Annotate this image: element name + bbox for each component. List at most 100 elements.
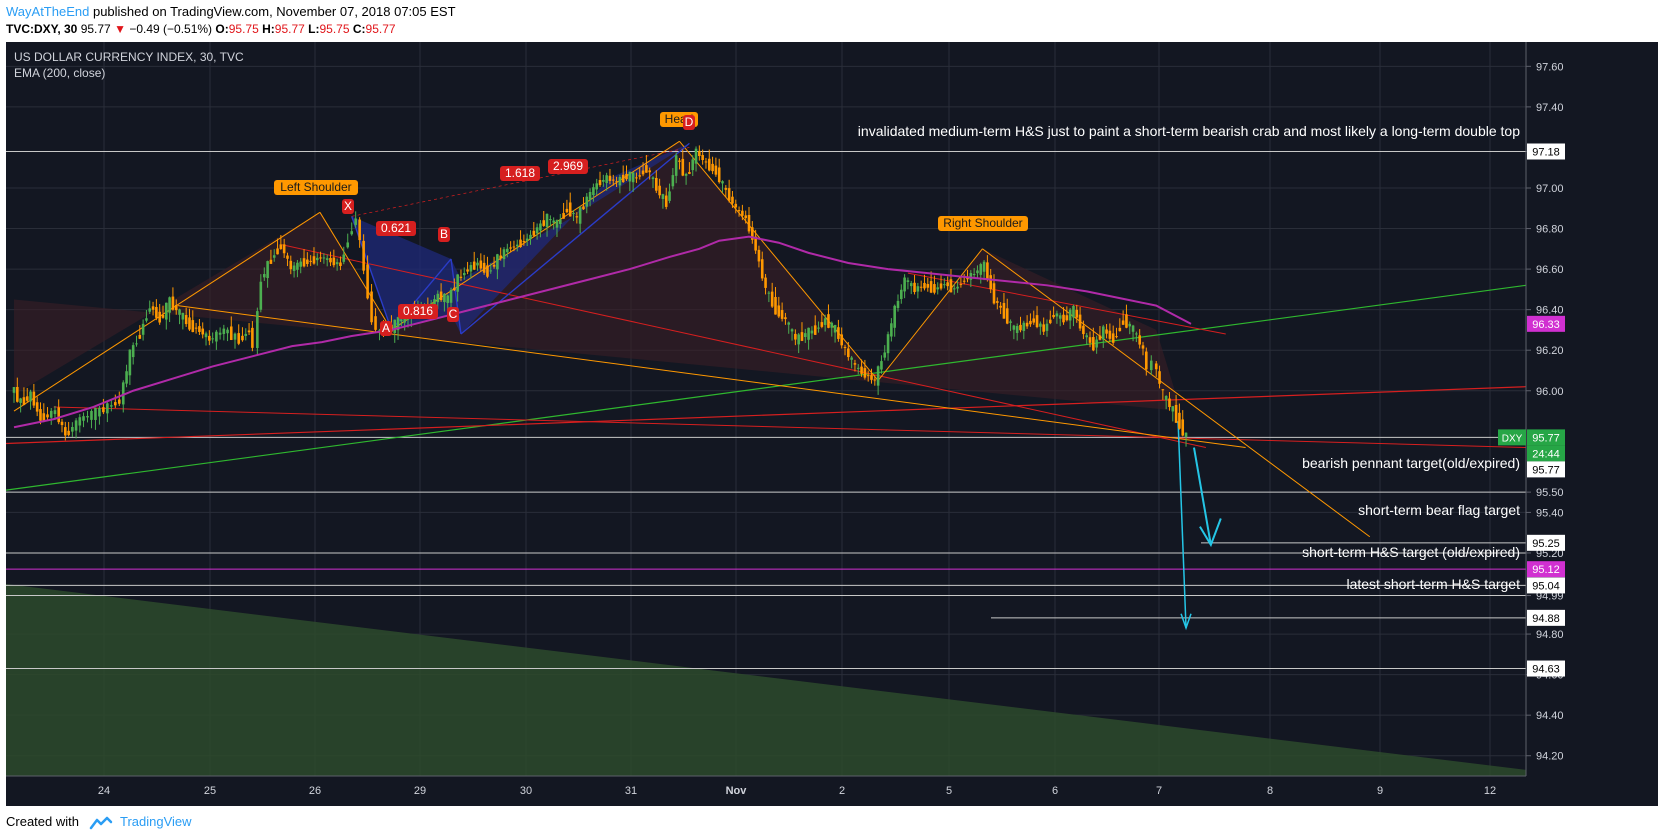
- candle-body: [555, 220, 559, 228]
- candle-body: [648, 170, 651, 173]
- candle-body: [751, 227, 754, 240]
- candle-body: [933, 284, 936, 293]
- candle-body: [222, 328, 226, 335]
- candle-body: [608, 175, 612, 181]
- candle-body: [671, 175, 675, 187]
- candle-body: [226, 329, 229, 334]
- candle-body: [830, 322, 834, 328]
- candle-body: [698, 150, 701, 157]
- tradingview-link[interactable]: TradingView: [120, 814, 192, 829]
- price-tick-label: 97.00: [1536, 183, 1564, 195]
- candle-body: [820, 322, 824, 327]
- candle-body: [1154, 363, 1158, 370]
- candle-body: [1101, 326, 1105, 340]
- candle-body: [29, 391, 32, 402]
- candle-body: [492, 264, 496, 267]
- candle-body: [1002, 303, 1006, 319]
- candle-body: [1042, 324, 1045, 332]
- candle-body: [969, 273, 973, 280]
- candle-body: [218, 332, 222, 335]
- candle-body: [982, 261, 986, 272]
- candle-body: [35, 402, 39, 412]
- candle-body: [850, 357, 853, 360]
- candle-body: [582, 206, 585, 210]
- point-c-label: C: [447, 307, 459, 322]
- candle-body: [244, 333, 248, 336]
- candle-body: [1138, 335, 1141, 345]
- candle-body: [678, 160, 681, 162]
- candle-body: [64, 427, 67, 436]
- low-label: L:: [308, 22, 320, 36]
- candle-body: [688, 172, 691, 174]
- candle-body: [110, 405, 113, 407]
- price-tick-label: 97.40: [1536, 102, 1564, 114]
- candle-body: [923, 282, 926, 289]
- price-tick-label: 96.00: [1536, 386, 1564, 398]
- candle-body: [549, 219, 552, 221]
- badge-97-18-bg: [1527, 143, 1565, 160]
- candle-body: [800, 332, 804, 341]
- point-b-label-bg: [438, 227, 450, 242]
- candle-body: [784, 317, 787, 320]
- candle-body: [335, 262, 339, 265]
- candle-body: [704, 161, 708, 163]
- badge-95-25-text: 95.25: [1532, 538, 1560, 550]
- fib-2969-label-bg: [548, 159, 588, 174]
- candle-body: [1178, 412, 1181, 429]
- candle-body: [962, 280, 966, 282]
- fib-1618-label-bg: [500, 166, 540, 181]
- top-note: invalidated medium-term H&S just to pain…: [858, 123, 1520, 139]
- ohlc-line: TVC:DXY, 30 95.77 ▼ −0.49 (−0.51%) O:95.…: [6, 22, 396, 36]
- candle-body: [1072, 306, 1075, 318]
- indicator-label: EMA (200, close): [14, 66, 105, 80]
- candle-body: [1115, 336, 1118, 338]
- crab-shade: [351, 143, 690, 334]
- candle-body: [956, 286, 959, 289]
- candle-body: [332, 257, 336, 266]
- right-shoulder-label: Right Shoulder: [938, 216, 1028, 231]
- last-price: 95.77: [80, 22, 111, 36]
- candle-body: [400, 319, 403, 322]
- candle-body: [847, 348, 850, 358]
- badge-94-63-text: 94.63: [1532, 664, 1560, 676]
- badge-ema-text: 96.33: [1532, 319, 1560, 331]
- candle-body: [204, 333, 208, 338]
- candle-body: [350, 231, 354, 235]
- point-a-label-bg: [380, 321, 392, 336]
- candle-body: [94, 407, 97, 421]
- chart-title: US DOLLAR CURRENCY INDEX, 30, TVC: [14, 50, 244, 64]
- candle-body: [628, 171, 632, 182]
- time-tick-label: 31: [625, 785, 637, 797]
- candle-body: [545, 213, 549, 228]
- candle-body: [615, 181, 618, 183]
- candle-body: [286, 255, 289, 259]
- point-b-label-text: B: [440, 227, 448, 241]
- price-axis[interactable]: [1526, 42, 1658, 806]
- candle-body: [1098, 335, 1102, 340]
- candle-body: [701, 155, 704, 161]
- candle-body: [919, 286, 923, 288]
- candle-body: [469, 265, 473, 272]
- candle-body: [943, 284, 946, 286]
- candle-body: [853, 363, 857, 365]
- candle-body: [482, 262, 486, 273]
- candle-body: [46, 414, 49, 418]
- dxy-tag-text: DXY: [1502, 433, 1523, 444]
- candle-body: [585, 196, 589, 207]
- candle-body: [863, 368, 867, 378]
- candle-body: [322, 257, 326, 259]
- candle-body: [770, 291, 774, 307]
- time-ticks: 24 25 26 29 30 31 Nov 2 5 6 7 8 9 12: [98, 785, 1496, 797]
- candle-body: [191, 320, 195, 333]
- time-axis[interactable]: [6, 776, 1658, 806]
- candle-body: [1019, 324, 1022, 331]
- candle-body: [843, 346, 847, 348]
- candle-body: [98, 407, 101, 417]
- time-tick-label: 5: [946, 785, 952, 797]
- open-label: O:: [215, 22, 229, 36]
- candle-body: [747, 214, 751, 232]
- author-link[interactable]: WayAtTheEnd: [6, 4, 90, 19]
- chart-frame[interactable]: Left Shoulder Head Right Shoulder 1.618 2.96…: [6, 42, 1658, 806]
- candle-body: [949, 279, 953, 293]
